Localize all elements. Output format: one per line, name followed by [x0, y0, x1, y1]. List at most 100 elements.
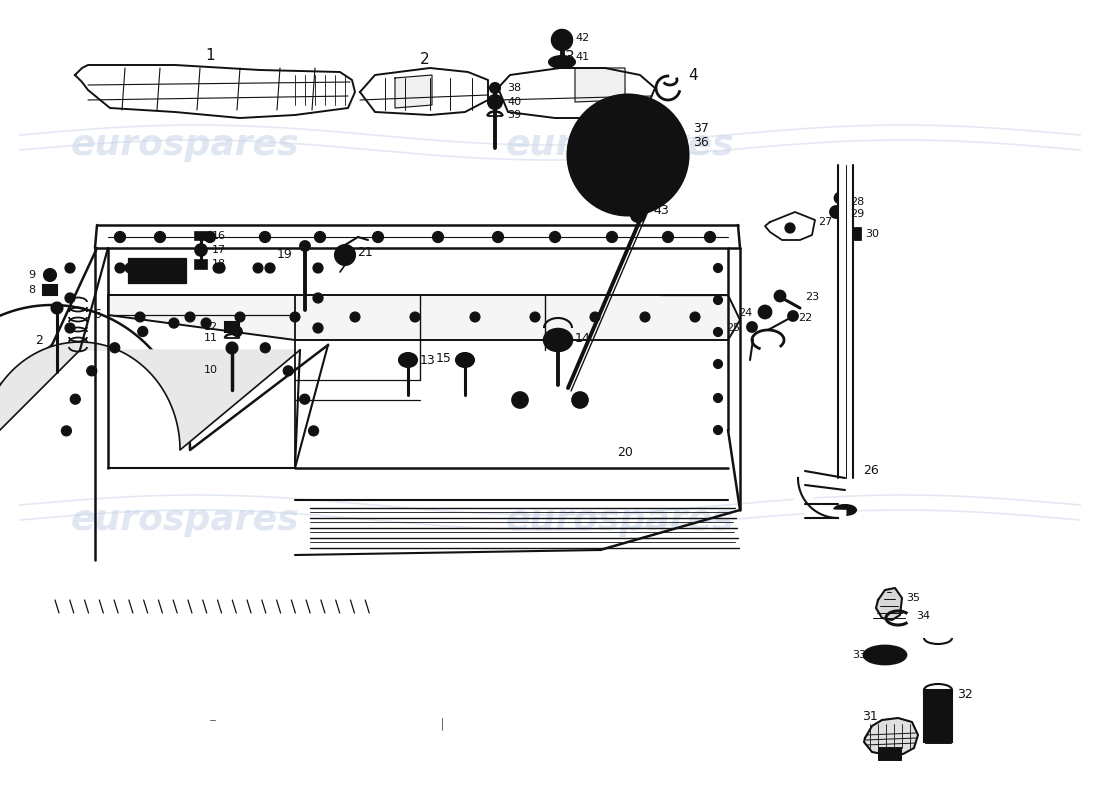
- Polygon shape: [876, 588, 902, 620]
- Text: 20: 20: [617, 446, 632, 458]
- Ellipse shape: [456, 353, 474, 367]
- Circle shape: [715, 298, 720, 302]
- Circle shape: [169, 318, 179, 328]
- Circle shape: [516, 395, 525, 405]
- Circle shape: [616, 110, 620, 114]
- Circle shape: [116, 263, 125, 273]
- Circle shape: [898, 650, 900, 654]
- Circle shape: [110, 342, 120, 353]
- Circle shape: [530, 312, 540, 322]
- Circle shape: [185, 312, 195, 322]
- Circle shape: [830, 206, 842, 218]
- Circle shape: [899, 654, 902, 657]
- Ellipse shape: [402, 355, 414, 365]
- Circle shape: [532, 314, 538, 320]
- Circle shape: [228, 323, 236, 331]
- Circle shape: [670, 153, 674, 158]
- Circle shape: [707, 234, 713, 240]
- Polygon shape: [75, 65, 355, 118]
- Circle shape: [586, 171, 591, 177]
- Circle shape: [747, 322, 757, 332]
- Circle shape: [285, 368, 292, 374]
- Circle shape: [432, 231, 443, 242]
- Bar: [226, 322, 239, 332]
- Text: 33: 33: [852, 650, 866, 660]
- Circle shape: [195, 244, 207, 256]
- Circle shape: [835, 193, 846, 203]
- Text: 41: 41: [575, 52, 590, 62]
- Circle shape: [869, 652, 872, 655]
- Circle shape: [596, 123, 660, 187]
- Circle shape: [552, 30, 572, 50]
- Ellipse shape: [405, 358, 411, 362]
- Polygon shape: [498, 68, 654, 118]
- Text: 22: 22: [798, 313, 812, 323]
- Text: 36: 36: [693, 137, 708, 150]
- Circle shape: [623, 150, 632, 160]
- Circle shape: [714, 263, 723, 273]
- Circle shape: [114, 231, 125, 242]
- Circle shape: [160, 263, 170, 273]
- Circle shape: [715, 266, 720, 270]
- Circle shape: [265, 263, 275, 273]
- Text: 43: 43: [653, 203, 669, 217]
- Circle shape: [493, 231, 504, 242]
- Circle shape: [46, 286, 54, 294]
- Bar: [879, 748, 901, 760]
- Circle shape: [157, 265, 163, 271]
- Circle shape: [635, 211, 641, 218]
- Circle shape: [714, 327, 723, 337]
- Circle shape: [491, 98, 499, 106]
- Text: 8: 8: [28, 285, 35, 295]
- Circle shape: [575, 395, 584, 405]
- Text: eurospares: eurospares: [70, 128, 299, 162]
- Text: 15: 15: [436, 351, 452, 365]
- Circle shape: [70, 394, 80, 404]
- Circle shape: [882, 646, 884, 650]
- Circle shape: [470, 312, 480, 322]
- Circle shape: [410, 312, 420, 322]
- Circle shape: [350, 312, 360, 322]
- Circle shape: [785, 223, 795, 233]
- Circle shape: [668, 150, 676, 159]
- Circle shape: [309, 426, 319, 436]
- Circle shape: [670, 153, 674, 158]
- Circle shape: [893, 648, 896, 651]
- Circle shape: [606, 231, 617, 242]
- Text: 35: 35: [906, 593, 920, 603]
- Circle shape: [64, 428, 69, 434]
- Circle shape: [283, 366, 294, 376]
- Ellipse shape: [549, 56, 575, 68]
- Circle shape: [138, 326, 147, 337]
- Circle shape: [584, 170, 593, 178]
- Circle shape: [774, 290, 785, 302]
- Circle shape: [888, 660, 891, 663]
- Circle shape: [490, 83, 500, 93]
- Circle shape: [714, 359, 723, 369]
- Circle shape: [616, 195, 620, 200]
- Ellipse shape: [556, 58, 569, 66]
- Circle shape: [373, 231, 384, 242]
- Circle shape: [112, 345, 118, 350]
- Text: 10: 10: [204, 365, 218, 375]
- Text: 26: 26: [864, 463, 879, 477]
- Circle shape: [204, 320, 209, 326]
- Circle shape: [214, 263, 225, 273]
- Circle shape: [205, 231, 216, 242]
- Circle shape: [714, 394, 723, 402]
- Circle shape: [557, 34, 568, 46]
- Circle shape: [260, 231, 271, 242]
- Circle shape: [154, 231, 165, 242]
- Ellipse shape: [548, 333, 568, 347]
- Circle shape: [340, 250, 350, 260]
- Circle shape: [882, 661, 884, 663]
- Circle shape: [871, 650, 874, 652]
- Circle shape: [653, 187, 658, 192]
- Polygon shape: [764, 212, 815, 240]
- Polygon shape: [864, 718, 918, 755]
- Circle shape: [848, 230, 858, 238]
- Text: 37: 37: [693, 122, 708, 134]
- Circle shape: [67, 325, 73, 331]
- Text: 28: 28: [850, 197, 865, 207]
- Circle shape: [201, 318, 211, 328]
